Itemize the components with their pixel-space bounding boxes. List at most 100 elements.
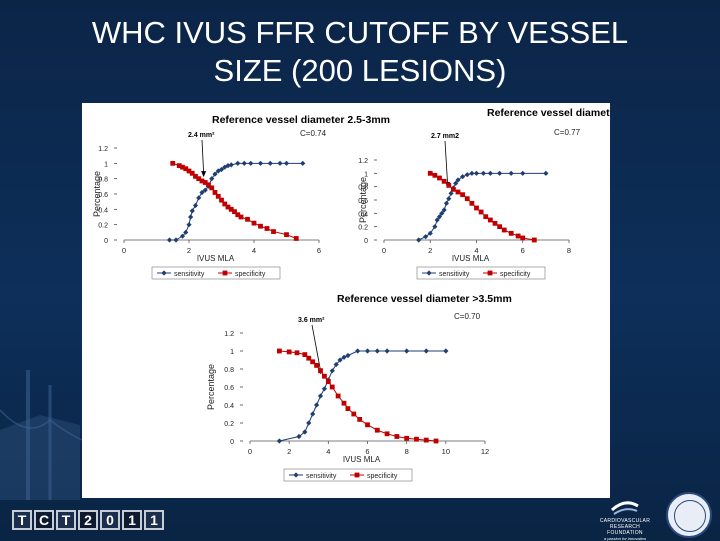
chart1-sensitivity-point [283, 160, 290, 166]
chart1-specificity-point [193, 173, 198, 179]
chart3-xtick-label: 8 [405, 447, 409, 456]
chart2-sensitivity-point [441, 207, 447, 213]
chart3-specificity-point [351, 411, 357, 417]
chart1-specificity-point [293, 236, 299, 241]
chart1-specificity-point [189, 170, 195, 176]
chart3-c-statistic: C=0.70 [454, 312, 481, 321]
logo-digit-0: 0 [100, 510, 120, 530]
chart3-annotation-arrow [311, 324, 321, 371]
chart-panel: Reference vessel diameter 2.5-3mm 2.4 mm²… [82, 103, 610, 498]
chart2-sensitivity-point [508, 170, 514, 176]
chart3-sensitivity-point [341, 354, 347, 360]
chart3-specificity-point [302, 352, 308, 357]
chart1-specificity-point [251, 220, 257, 226]
tct-logo: T C T 2 0 1 1 [12, 510, 164, 530]
chart2-annotation-arrow [444, 140, 448, 185]
chart1-sensitivity-point [215, 168, 221, 174]
chart3-specificity-point [322, 373, 327, 379]
chart1-sensitivity-point [199, 189, 205, 196]
chart1-sensitivity-point [228, 162, 234, 168]
chart3-legend-sens-marker [293, 472, 299, 478]
chart1-specificity-point [196, 176, 202, 182]
chart3-ytick-label: 0.2 [224, 421, 234, 428]
chart3-legend-sensitivity: sensitivity [306, 473, 337, 480]
chart2-sensitivity-point [460, 174, 466, 180]
chart3-legend-box [283, 468, 413, 482]
chart2-xtick-label: 0 [382, 246, 386, 255]
chart2-sensitivity-point [436, 214, 443, 220]
chart1-c-statistic: C=0.74 [300, 129, 327, 138]
chart3-specificity-point [365, 422, 370, 428]
chart1-sensitivity-point [188, 214, 194, 220]
chart2-specificity-point [497, 224, 503, 230]
chart2-sensitivity-point [487, 170, 493, 176]
chart2-legend-spec-marker [487, 270, 493, 276]
chart3-sensitivity-point [345, 352, 351, 359]
chart1-legend-spec-marker [222, 270, 228, 276]
chart3-specificity-point [294, 350, 300, 356]
chart1-specificity-point [170, 160, 176, 166]
chart1-specificity-point [271, 229, 276, 234]
chart2-xtick-label: 2 [428, 246, 432, 255]
chart1-ytick-label: 0.4 [98, 207, 108, 214]
chart3-ytick-label: 0.4 [224, 403, 234, 410]
chart2-sensitivity-point [480, 170, 487, 176]
chart1-xtick-label: 2 [187, 246, 191, 255]
chart2-specificity-point [515, 233, 521, 239]
chart3-specificity-point [341, 400, 347, 406]
chart2-specificity-point [432, 172, 438, 178]
chart3-ylabel: Percentage [206, 364, 216, 410]
society-seal-icon [666, 492, 712, 538]
chart2-sensitivity-point [416, 237, 422, 243]
chart1-specificity-point [176, 163, 182, 169]
chart1-sensitivity-point [166, 237, 173, 243]
chart3-specificity-point [357, 417, 363, 422]
logo-digit-1b: 1 [144, 510, 164, 530]
logo-letter-t1: T [12, 510, 32, 530]
chart1-arrowhead [201, 171, 207, 178]
chart3-specificity-point [394, 434, 400, 439]
chart2-ytick-label: 0.4 [358, 211, 368, 218]
chart2-ytick-label: 1 [364, 171, 368, 178]
chart1-ytick-label: 0.6 [98, 192, 108, 199]
chart3-sensitivity-point [374, 348, 380, 354]
chart1-sensitivity-point [186, 222, 192, 228]
chart3-specificity-point [423, 437, 429, 443]
logo-letter-c: C [34, 510, 54, 530]
chart2-xtick-label: 4 [474, 246, 478, 255]
chart3-sensitivity-point [443, 348, 449, 354]
chart3-specificity-point [286, 349, 292, 355]
chart3-sensitivity-point [317, 393, 324, 399]
chart1-specificity-point [284, 232, 289, 238]
chart2-sensitivity-point [455, 177, 461, 183]
chart2-sensitivity-point [427, 230, 433, 236]
chart1-specificity-point [202, 180, 208, 185]
chart1-specificity-point [245, 216, 250, 222]
chart3-xtick-label: 4 [326, 447, 330, 456]
chart2-specificity-point [455, 189, 461, 195]
chart1-sensitivity-point [248, 160, 254, 166]
chart1-sensitivity-point [300, 160, 306, 166]
chart3-ytick-label: 0.6 [224, 385, 234, 392]
chart2-specificity-point [446, 182, 452, 188]
chart2-specificity-point [520, 235, 526, 241]
chart1-specificity-point [258, 223, 263, 229]
chart2-sensitivity-point [464, 172, 470, 178]
chart1-specificity-point [183, 166, 189, 172]
crf-logo: CARDIOVASCULAR RESEARCH FOUNDATION a pas… [596, 498, 654, 541]
chart3-ytick-label: 0 [230, 439, 234, 446]
chart1-specificity-point [238, 214, 244, 220]
chart2-xtick-label: 8 [567, 246, 571, 255]
chart2-sensitivity-point [497, 170, 503, 176]
chart2-sensitivity-point [446, 196, 452, 202]
chart2-ytick-label: 0.2 [358, 225, 368, 232]
chart2-xlabel: IVUS MLA [452, 254, 490, 263]
chart3-annotation: 3.6 mm² [298, 317, 325, 324]
chart1-specificity-point [222, 201, 228, 207]
chart1-sensitivity-line [169, 162, 303, 241]
chart2-specificity-point [469, 200, 475, 206]
chart2-sensitivity-point [423, 234, 429, 240]
chart1-specificity-point [212, 190, 218, 195]
chart1-specificity-point [235, 212, 241, 218]
chart2-specificity-point [460, 192, 466, 198]
